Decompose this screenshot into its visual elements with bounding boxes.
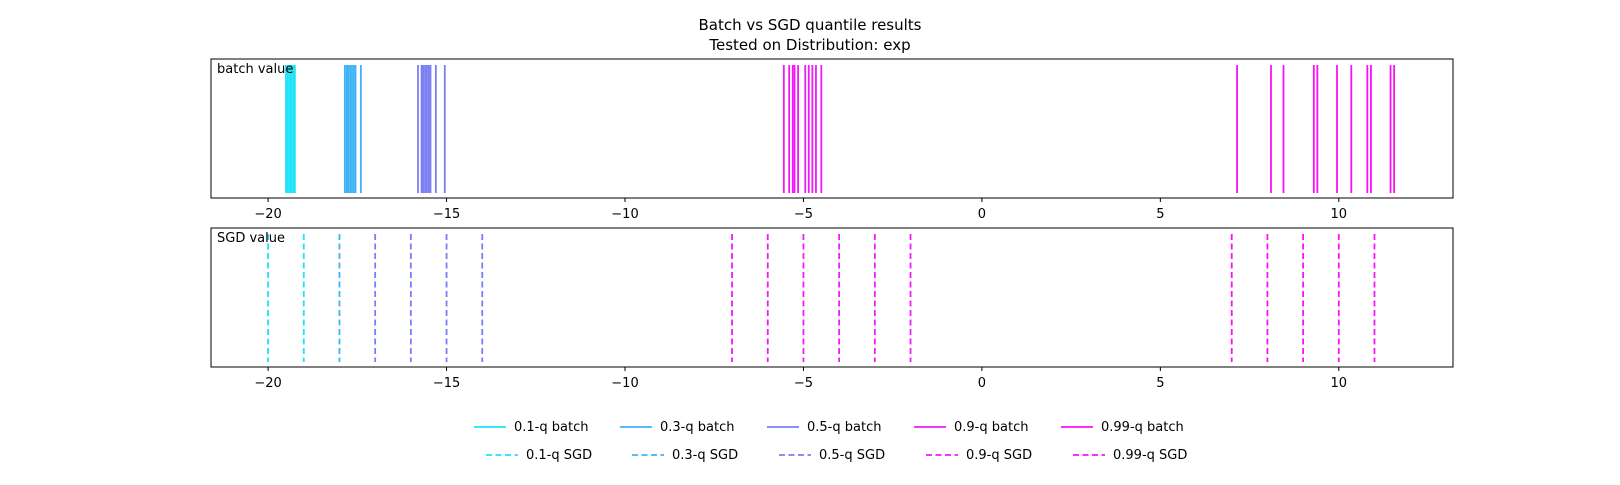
- x-tick-label-0-0: −20: [254, 207, 281, 222]
- x-tick-label-0-2: −10: [611, 207, 638, 222]
- legend-label-1-3: 0.9-q SGD: [966, 448, 1032, 463]
- axes-frame-0: [210, 58, 1454, 199]
- legend-label-1-1: 0.3-q SGD: [672, 448, 738, 463]
- x-tick-label-1-4: 0: [978, 376, 986, 391]
- x-tick-label-0-3: −5: [794, 207, 813, 222]
- x-tick-label-1-0: −20: [254, 376, 281, 391]
- x-tick-label-0-6: 10: [1331, 207, 1348, 222]
- x-tick-label-1-2: −10: [611, 376, 638, 391]
- x-tick-label-1-6: 10: [1331, 376, 1348, 391]
- x-tick-label-0-1: −15: [433, 207, 460, 222]
- panel-label-0: batch value: [217, 62, 293, 77]
- panel-0: batch value −20 −15 −10 −5 0 5 10: [210, 58, 1454, 222]
- legend-label-0-1: 0.3-q batch: [660, 420, 734, 435]
- legend-label-0-0: 0.1-q batch: [514, 420, 588, 435]
- x-tick-label-1-1: −15: [433, 376, 460, 391]
- panels: batch value −20 −15 −10 −5 0 5 10 SGD value −20 −1…: [210, 58, 1454, 391]
- legend-label-0-4: 0.99-q batch: [1101, 420, 1184, 435]
- legend-label-0-2: 0.5-q batch: [807, 420, 881, 435]
- axes-frame-1: [210, 227, 1454, 368]
- chart-title-line1: Batch vs SGD quantile results: [698, 16, 921, 34]
- x-tick-label-1-3: −5: [794, 376, 813, 391]
- x-tick-label-0-5: 5: [1156, 207, 1164, 222]
- legend: 0.1-q batch 0.3-q batch 0.5-q batch 0.9-q b…: [474, 420, 1187, 463]
- x-tick-label-0-4: 0: [978, 207, 986, 222]
- legend-label-1-4: 0.99-q SGD: [1113, 448, 1187, 463]
- chart-title-line2: Tested on Distribution: exp: [708, 36, 910, 54]
- panel-label-1: SGD value: [217, 231, 285, 246]
- legend-label-1-0: 0.1-q SGD: [526, 448, 592, 463]
- panel-1: SGD value −20 −15 −10 −5 0 5 10: [210, 227, 1454, 391]
- x-tick-label-1-5: 5: [1156, 376, 1164, 391]
- legend-label-1-2: 0.5-q SGD: [819, 448, 885, 463]
- legend-label-0-3: 0.9-q batch: [954, 420, 1028, 435]
